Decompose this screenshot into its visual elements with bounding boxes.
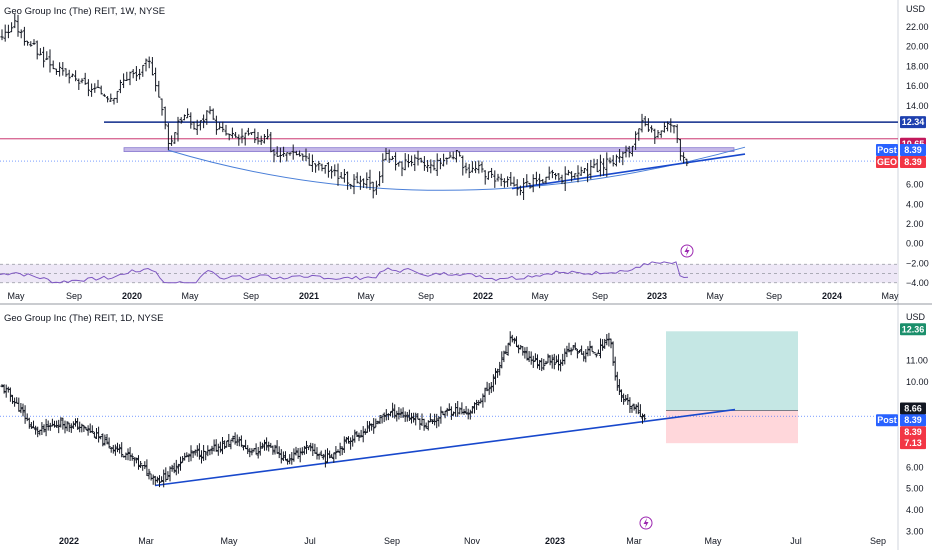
daily-trendline	[154, 408, 736, 487]
weekly-badge-magenta-value: 10.65	[902, 139, 925, 149]
daily-x-tick: 2023	[545, 536, 565, 546]
weekly-x-tick: 2022	[473, 291, 493, 301]
weekly-badge-geo-label-bg	[876, 156, 898, 169]
daily-badge-target-bg	[900, 323, 926, 336]
weekly-x-tick: 2021	[299, 291, 319, 301]
weekly-badge-resistance-value: 12.34	[902, 117, 925, 127]
weekly-chart-title: Geo Group Inc (The) REIT, 1W, NYSE	[4, 6, 165, 17]
weekly-y-tick: 16.00	[906, 81, 929, 91]
weekly-currency-label: USD	[906, 4, 926, 14]
daily-x-tick: Jul	[304, 536, 316, 546]
weekly-x-tick: Sep	[243, 291, 259, 301]
daily-y-tick: 10.00	[906, 377, 929, 387]
weekly-badge-geo-value: 8.39	[904, 157, 922, 167]
profit-zone	[666, 331, 798, 411]
weekly-y-tick: 6.00	[906, 180, 924, 190]
daily-y-tick: 5.00	[906, 484, 924, 494]
weekly-y-tick: −2.00	[906, 258, 929, 268]
rsi-line	[0, 261, 689, 284]
weekly-x-tick: Sep	[592, 291, 608, 301]
weekly-x-tick: 2024	[822, 291, 842, 301]
daily-currency-label: USD	[906, 312, 926, 322]
daily-badge-entry-bg	[900, 402, 926, 415]
daily-badge-entry-value: 8.66	[904, 403, 922, 413]
weekly-x-tick: 2020	[122, 291, 142, 301]
daily-y-tick: 4.00	[906, 505, 924, 515]
weekly-y-tick: 2.00	[906, 219, 924, 229]
daily-badge-post-label: Post	[877, 415, 897, 425]
weekly-x-tick: May	[181, 291, 199, 301]
weekly-badge-post-label: Post	[877, 145, 897, 155]
weekly-badge-post-bg	[900, 144, 926, 157]
daily-badge-target-value: 12.36	[902, 324, 925, 334]
daily-x-tick: Nov	[464, 536, 481, 546]
rsi-band	[0, 264, 898, 283]
daily-chart-title: Geo Group Inc (The) REIT, 1D, NYSE	[4, 313, 163, 324]
weekly-x-tick: May	[7, 291, 25, 301]
daily-y-tick: 6.00	[906, 462, 924, 472]
weekly-x-tick: Sep	[66, 291, 82, 301]
weekly-trendline	[511, 153, 746, 190]
lightning-icon-glyph	[684, 246, 690, 256]
weekly-badge-post-value: 8.39	[904, 145, 922, 155]
daily-y-tick: 3.00	[906, 527, 924, 537]
daily-badge-last-bg	[900, 426, 926, 439]
weekly-y-tick: 4.00	[906, 199, 924, 209]
daily-x-tick: Sep	[870, 536, 886, 546]
daily-chart-pane[interactable]: 11.0010.007.006.005.004.003.002022MarMay…	[0, 323, 929, 546]
weekly-x-tick: May	[357, 291, 375, 301]
weekly-y-tick: 20.00	[906, 42, 929, 52]
weekly-x-tick: Sep	[766, 291, 782, 301]
weekly-badge-post-label-bg	[876, 144, 898, 157]
weekly-x-tick: Sep	[418, 291, 434, 301]
weekly-y-tick: 22.00	[906, 22, 929, 32]
weekly-x-tick: 2023	[647, 291, 667, 301]
daily-x-tick: 2022	[59, 536, 79, 546]
daily-x-tick: Sep	[384, 536, 400, 546]
daily-badge-post-value: 8.39	[904, 415, 922, 425]
cup-arc	[167, 146, 746, 191]
weekly-x-tick: May	[706, 291, 724, 301]
daily-badge-stop-bg	[900, 437, 926, 450]
daily-badge-last-value: 8.39	[904, 427, 922, 437]
daily-x-tick: May	[220, 536, 238, 546]
daily-y-tick: 11.00	[906, 355, 928, 365]
support-band	[123, 147, 735, 153]
lightning-icon-glyph	[643, 518, 649, 528]
daily-badge-stop-value: 7.13	[904, 438, 922, 448]
weekly-y-tick: −4.00	[906, 278, 929, 288]
weekly-badge-geo-bg	[900, 156, 926, 169]
weekly-badge-resistance-bg	[900, 116, 926, 129]
daily-badge-post-label-bg	[876, 414, 898, 427]
daily-x-tick: Mar	[626, 536, 642, 546]
weekly-y-tick: 0.00	[906, 239, 924, 249]
daily-x-tick: May	[704, 536, 722, 546]
weekly-x-tick: May	[531, 291, 549, 301]
daily-x-tick: Jul	[790, 536, 802, 546]
weekly-chart-pane[interactable]: 22.00 20.00 18.00 16.00 14.00 6.00 4.00 2.00 0.0…	[0, 13, 929, 301]
weekly-badge-geo-label: GEO	[877, 157, 897, 167]
weekly-y-tick: 14.00	[906, 101, 929, 111]
daily-badge-post-bg	[900, 414, 926, 427]
weekly-x-tick: May	[881, 291, 899, 301]
daily-x-tick: Mar	[138, 536, 154, 546]
weekly-y-tick: 18.00	[906, 61, 929, 71]
